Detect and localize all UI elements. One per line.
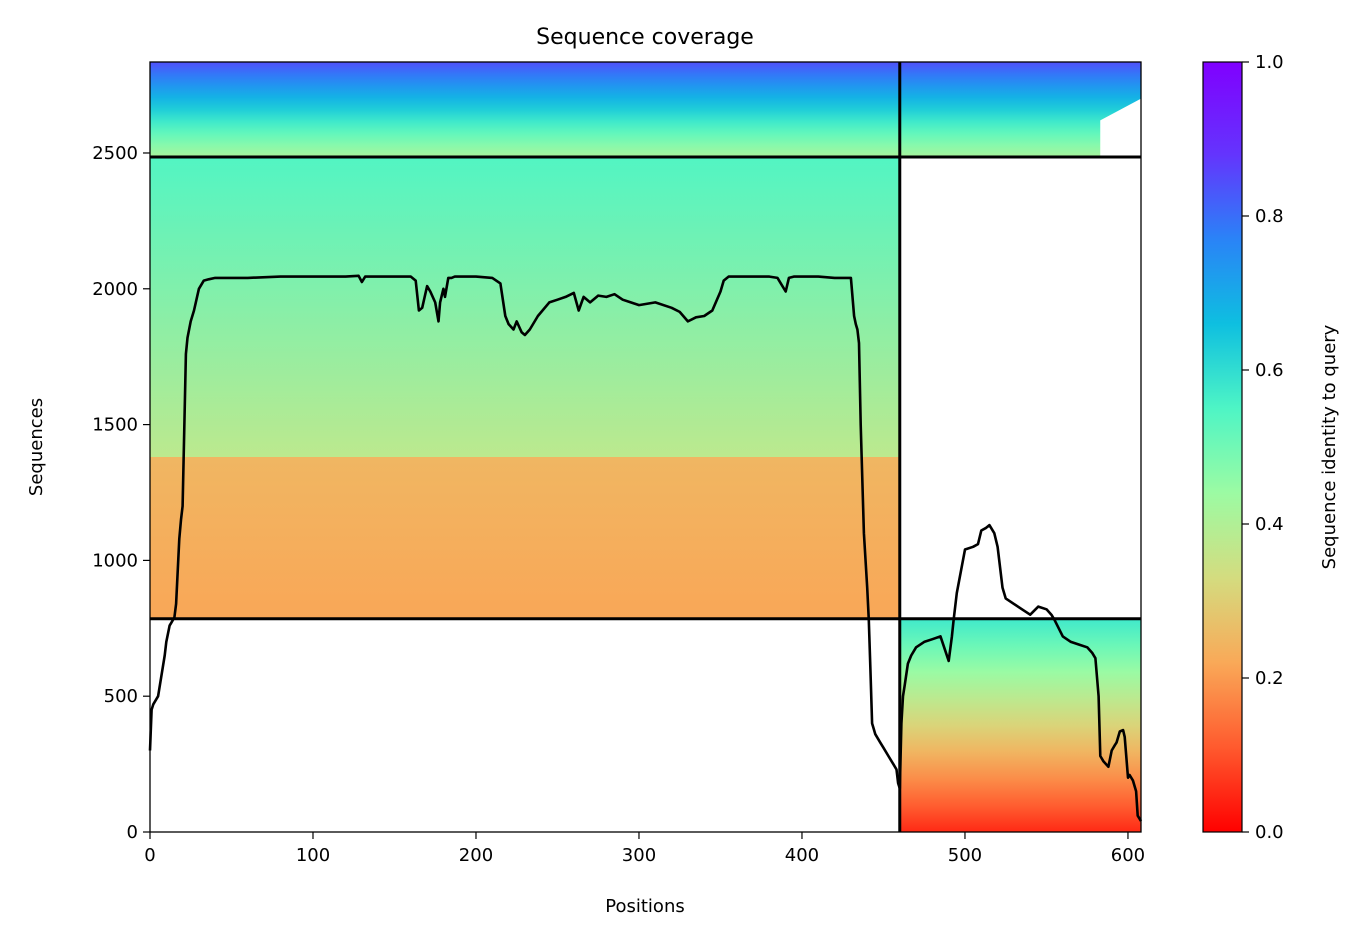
colorbar-tick-label: 0.0 [1255,822,1284,843]
block-top [150,62,1141,158]
colorbar-tick-label: 0.6 [1255,360,1284,381]
coverage-line-layer [148,274,1143,822]
chart-title: Sequence coverage [536,25,754,50]
x-tick-label: 500 [948,845,982,866]
colorbar-tick-label: 1.0 [1255,52,1284,73]
colorbar [1202,61,1243,833]
x-axis-label: Positions [605,896,684,917]
x-axis-ticks: 0 100 200 300 400 500 600 [144,832,1145,866]
x-tick-label: 200 [459,845,493,866]
colorbar-ticks: 0.0 0.2 0.4 0.6 0.8 1.0 [1242,52,1284,843]
block-middle [150,157,900,619]
colorbar-tick-label: 0.2 [1255,668,1284,689]
x-tick-label: 0 [144,845,155,866]
separator-lines [150,62,1141,832]
x-tick-label: 300 [622,845,656,866]
coverage-line [148,274,1143,822]
colorbar-label: Sequence identity to query [1319,324,1340,569]
colorbar-tick-label: 0.4 [1255,514,1284,535]
y-tick-label: 2500 [92,143,138,164]
y-axis-label: Sequences [26,398,47,496]
x-tick-label: 600 [1111,845,1145,866]
plot-frame [149,61,1142,833]
y-tick-label: 0 [127,822,138,843]
y-tick-label: 1000 [92,550,138,571]
x-tick-label: 100 [296,845,330,866]
y-tick-label: 1500 [92,415,138,436]
block-bottom [899,618,1141,832]
x-tick-label: 400 [785,845,819,866]
heatmap-blocks [150,62,1141,832]
y-tick-label: 2000 [92,279,138,300]
y-axis-ticks: 0 500 1000 1500 2000 2500 [92,143,150,843]
colorbar-tick-label: 0.8 [1255,206,1284,227]
y-tick-label: 500 [104,686,138,707]
